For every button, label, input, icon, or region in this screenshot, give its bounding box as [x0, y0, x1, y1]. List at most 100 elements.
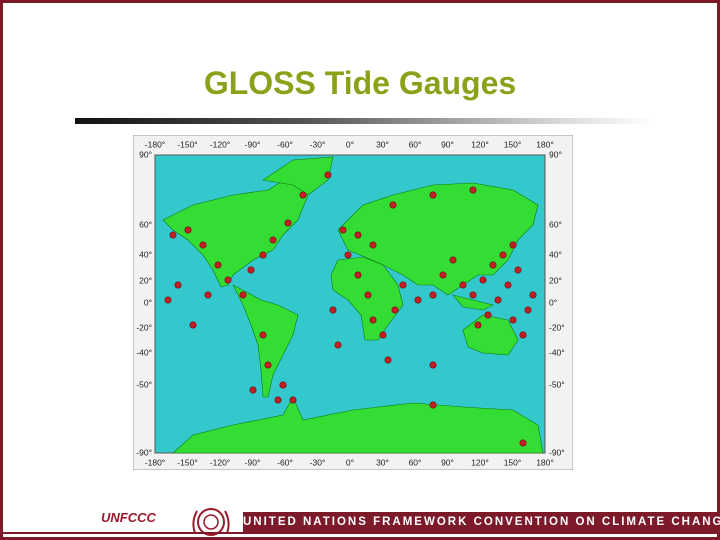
map-top-label: 120° [471, 139, 489, 149]
gauge-dot [284, 219, 292, 227]
gauge-dot [174, 281, 182, 289]
map-bottom-label: 120° [471, 457, 489, 467]
gauge-dot [344, 251, 352, 259]
gauge-dot [339, 226, 347, 234]
map-bottom-label: -90° [245, 457, 261, 467]
map-bottom-label: -60° [277, 457, 293, 467]
map-bottom-label: 150° [504, 457, 522, 467]
gauge-dot [239, 291, 247, 299]
gauge-dot [389, 201, 397, 209]
gauge-dot [259, 331, 267, 339]
gauge-dot [509, 241, 517, 249]
gauge-dots [164, 171, 537, 447]
gauge-dot [274, 396, 282, 404]
gauge-dot [429, 191, 437, 199]
bottom-line [3, 532, 717, 534]
gauge-dot [369, 241, 377, 249]
map-top-label: 0° [346, 139, 354, 149]
gauge-dot [369, 316, 377, 324]
gauge-dot [449, 256, 457, 264]
map-bottom-label: 90° [441, 457, 454, 467]
map-bottom-label: -150° [177, 457, 197, 467]
gauge-dot [214, 261, 222, 269]
gauge-dot [469, 186, 477, 194]
map-bottom-label: 0° [346, 457, 354, 467]
map-right-label: -90° [549, 447, 565, 457]
gauge-dot [489, 261, 497, 269]
map-top-label: 180° [536, 139, 554, 149]
gauge-dot [519, 439, 527, 447]
gauge-dot [514, 266, 522, 274]
un-emblem [192, 508, 230, 536]
map-top-label: -60° [277, 139, 293, 149]
map-bottom-label: 180° [536, 457, 554, 467]
gauge-dot [354, 271, 362, 279]
gauge-dot [189, 321, 197, 329]
gauge-dot [247, 266, 255, 274]
gauge-dot [299, 191, 307, 199]
gauge-dot [524, 306, 532, 314]
map-right-label: -20° [549, 322, 565, 332]
map-right-label: -50° [549, 379, 565, 389]
map-top-label: 60° [409, 139, 422, 149]
map-bottom-label: 30° [376, 457, 389, 467]
map-top-label: -90° [245, 139, 261, 149]
gauge-dot [364, 291, 372, 299]
map-top-label: -180° [145, 139, 165, 149]
gauge-dot [474, 321, 482, 329]
map-top-label: 30° [376, 139, 389, 149]
gauge-dot [279, 381, 287, 389]
map-right-label: 0° [549, 297, 557, 307]
map-left-label: 0° [144, 297, 152, 307]
map-left-label: -50° [136, 379, 152, 389]
world-map: -180° -150° -120° -90° -60° -30° 0° 30° 60° 90° 12… [133, 135, 573, 470]
gauge-dot [439, 271, 447, 279]
gauge-dot [429, 291, 437, 299]
gauge-dot [204, 291, 212, 299]
map-top-label: -150° [177, 139, 197, 149]
gauge-dot [494, 296, 502, 304]
gauge-dot [164, 296, 172, 304]
map-top-label: 150° [504, 139, 522, 149]
gauge-dot [329, 306, 337, 314]
map-right-label: -40° [549, 347, 565, 357]
map-bottom-label: 60° [409, 457, 422, 467]
map-left-label: -40° [136, 347, 152, 357]
map-left-label: 90° [139, 149, 152, 159]
map-right-label: 20° [549, 275, 562, 285]
map-left-label: 40° [139, 249, 152, 259]
gauge-dot [399, 281, 407, 289]
gauge-dot [469, 291, 477, 299]
map-left-label: -90° [136, 447, 152, 457]
gauge-dot [509, 316, 517, 324]
land [162, 156, 544, 454]
unfccc-logo: UNFCCC [101, 510, 156, 525]
map-right-label: 60° [549, 219, 562, 229]
footer-band [243, 512, 717, 532]
slide-title: GLOSS Tide Gauges [203, 65, 517, 101]
map-bottom-label: -120° [210, 457, 230, 467]
map-bottom-label: -180° [145, 457, 165, 467]
gauge-dot [414, 296, 422, 304]
gauge-dot [391, 306, 399, 314]
gauge-dot [519, 331, 527, 339]
map-top-label: 90° [441, 139, 454, 149]
gauge-dot [384, 356, 392, 364]
map-left-label: 60° [139, 219, 152, 229]
gauge-dot [484, 311, 492, 319]
gauge-dot [169, 231, 177, 239]
map-bottom-label: -30° [310, 457, 326, 467]
gauge-dot [479, 276, 487, 284]
map-right-label: 40° [549, 249, 562, 259]
gauge-dot [499, 251, 507, 259]
map-top-label: -120° [210, 139, 230, 149]
title-rule [75, 118, 655, 124]
gauge-dot [429, 401, 437, 409]
map-top-label: -30° [310, 139, 326, 149]
gauge-dot [264, 361, 272, 369]
gauge-dot [259, 251, 267, 259]
gauge-dot [289, 396, 297, 404]
gauge-dot [224, 276, 232, 284]
gauge-dot [249, 386, 257, 394]
